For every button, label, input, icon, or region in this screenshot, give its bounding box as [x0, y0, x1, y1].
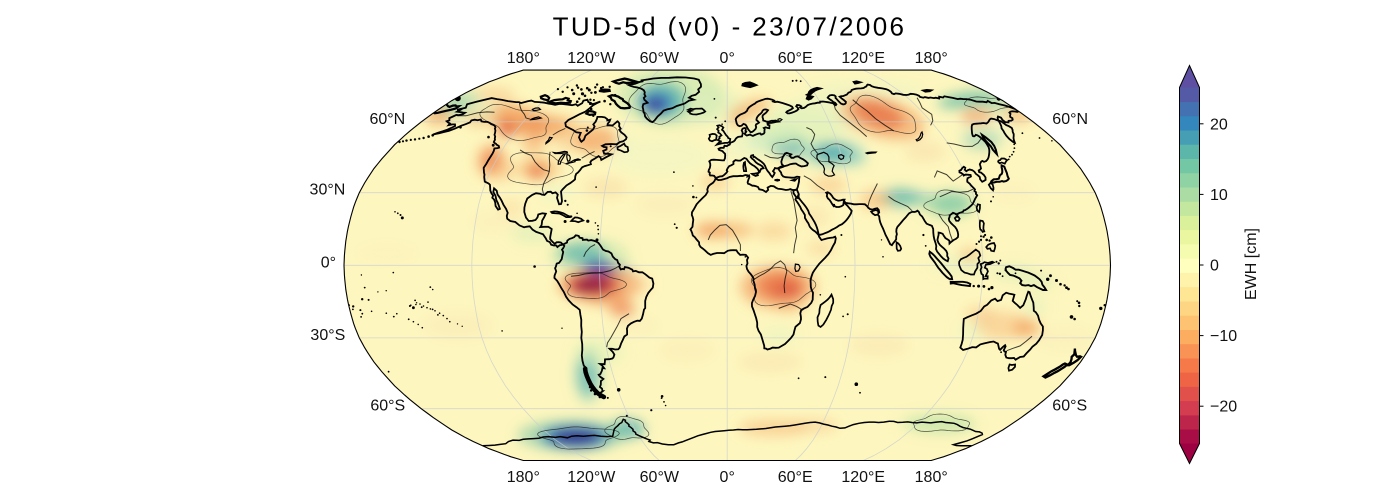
svg-text:180°: 180°: [915, 469, 948, 486]
svg-text:120°W: 120°W: [567, 469, 616, 486]
svg-text:TUD-5d (v0) - 23/07/2006: TUD-5d (v0) - 23/07/2006: [553, 12, 907, 42]
svg-text:0°: 0°: [720, 469, 735, 486]
svg-text:−20: −20: [1210, 399, 1237, 416]
svg-text:0°: 0°: [321, 254, 336, 271]
svg-text:120°W: 120°W: [567, 50, 616, 67]
svg-text:EWH [cm]: EWH [cm]: [1243, 228, 1260, 300]
svg-text:180°: 180°: [915, 50, 948, 67]
svg-text:120°E: 120°E: [841, 469, 885, 486]
svg-text:60°W: 60°W: [640, 50, 680, 67]
svg-text:60°W: 60°W: [640, 469, 680, 486]
svg-text:60°E: 60°E: [778, 50, 813, 67]
svg-text:60°S: 60°S: [370, 398, 405, 415]
svg-text:10: 10: [1210, 187, 1228, 204]
svg-text:180°: 180°: [507, 50, 540, 67]
svg-text:20: 20: [1210, 116, 1228, 133]
svg-text:180°: 180°: [507, 469, 540, 486]
svg-text:60°N: 60°N: [369, 111, 405, 128]
svg-text:30°N: 30°N: [310, 182, 346, 199]
svg-text:0°: 0°: [720, 50, 735, 67]
svg-text:0: 0: [1210, 258, 1219, 275]
svg-text:120°E: 120°E: [841, 50, 885, 67]
svg-text:60°E: 60°E: [778, 469, 813, 486]
svg-text:60°N: 60°N: [1052, 111, 1088, 128]
svg-text:60°S: 60°S: [1052, 398, 1087, 415]
svg-text:−10: −10: [1210, 328, 1237, 345]
svg-text:30°S: 30°S: [310, 327, 345, 344]
